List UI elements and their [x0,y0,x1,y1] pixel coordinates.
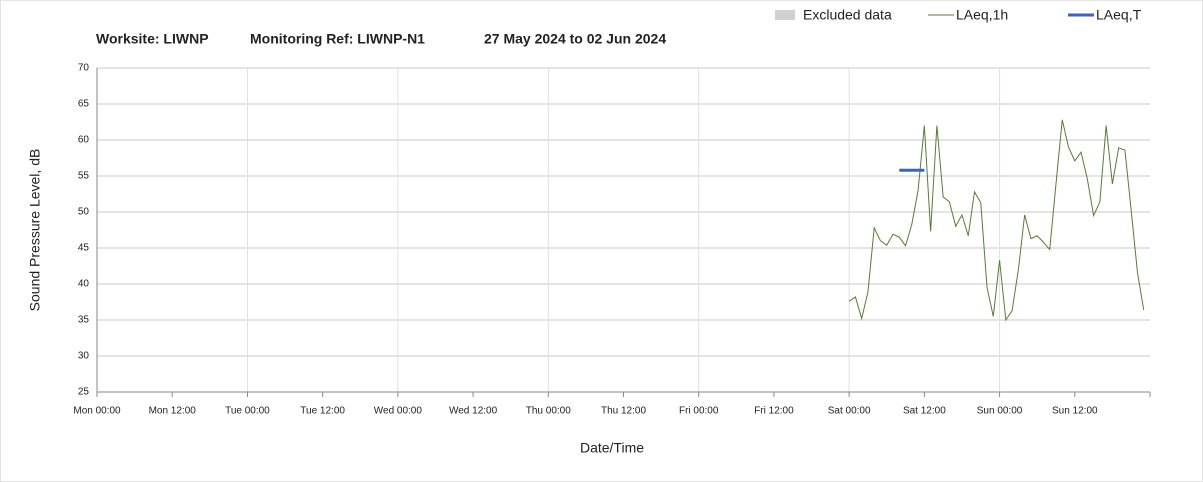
y-tick-label: 55 [78,171,90,182]
y-axis-label: Sound Pressure Level, dB [27,149,43,312]
title-dates: 27 May 2024 to 02 Jun 2024 [484,31,666,47]
legend-swatch [775,10,795,20]
y-tick-label: 25 [78,387,90,398]
x-tick-label: Tue 00:00 [225,406,270,417]
y-tick-label: 70 [78,63,90,74]
x-tick-label: Thu 12:00 [601,406,646,417]
x-axis-label: Date/Time [580,440,644,456]
x-tick-label: Mon 00:00 [73,406,121,417]
x-tick-label: Fri 00:00 [679,406,719,417]
x-tick-label: Wed 12:00 [449,406,498,417]
y-tick-label: 50 [78,207,90,218]
x-tick-label: Sun 12:00 [1052,406,1098,417]
x-tick-label: Sun 00:00 [977,406,1023,417]
y-tick-label: 60 [78,135,90,146]
x-tick-label: Wed 00:00 [374,406,423,417]
x-tick-label: Tue 12:00 [300,406,345,417]
y-tick-label: 40 [78,279,90,290]
title-worksite: Worksite: LIWNP [96,31,209,47]
y-tick-label: 65 [78,99,90,110]
y-tick-label: 45 [78,243,90,254]
x-tick-label: Mon 12:00 [149,406,197,417]
x-tick-label: Sat 00:00 [828,406,871,417]
title-ref: Monitoring Ref: LIWNP-N1 [250,31,425,47]
x-tick-label: Sat 12:00 [903,406,946,417]
x-tick-label: Fri 12:00 [754,406,794,417]
series-line [848,119,1145,322]
legend-label: Excluded data [803,7,892,23]
y-tick-label: 35 [78,315,90,326]
legend-label: LAeq,1h [956,7,1008,23]
legend-label: LAeq,T [1096,7,1142,23]
y-tick-label: 30 [78,351,90,362]
x-tick-label: Thu 00:00 [526,406,571,417]
